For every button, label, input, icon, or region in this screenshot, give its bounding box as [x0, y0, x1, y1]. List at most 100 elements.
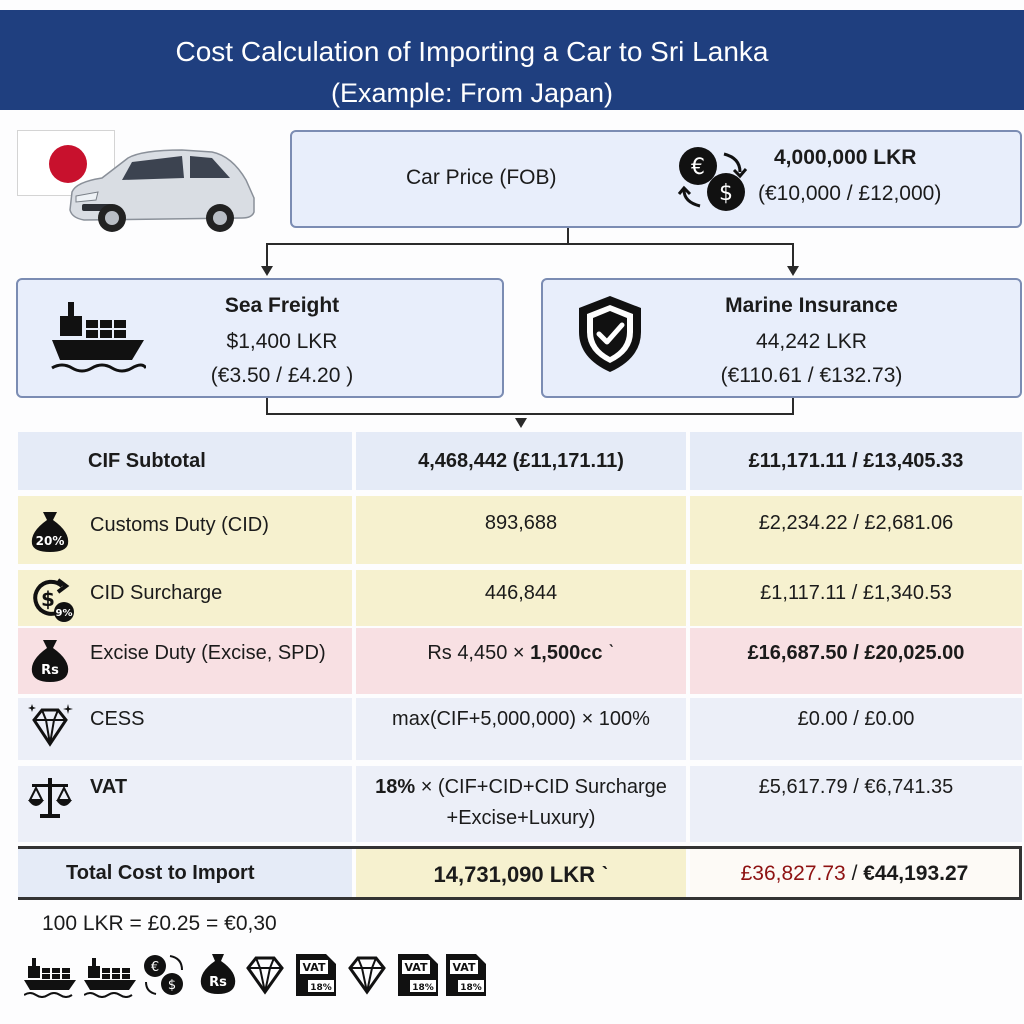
table-cell: £0.00 / £0.00 — [690, 698, 1022, 760]
row-converted: £1,117.11 / £1,340.53 — [760, 582, 952, 604]
table-cell: $ 9% CID Surcharge — [18, 570, 352, 626]
vat-document-icon: VAT 18% — [296, 954, 336, 996]
vat-rate-label: 18% — [310, 983, 332, 993]
surcharge-rate-label: 9% — [56, 608, 73, 619]
total-lkr: 14,731,090 LKR — [433, 862, 595, 887]
vat-document-icon: VAT 18% — [446, 954, 486, 996]
table-row: CESS max(CIF+5,000,000) × 100% £0.00 / £… — [18, 698, 1022, 760]
svg-text:$: $ — [41, 587, 55, 611]
arrow-down-icon — [261, 266, 273, 276]
total-converted: £36,827.73 / €44,193.27 — [690, 849, 1019, 886]
dollar-cycle-icon: $ 9% — [33, 578, 74, 622]
row-label: CESS — [90, 708, 145, 730]
rupee-bag-icon: Rs — [200, 954, 236, 994]
vat-formula-line2: +Excise+Luxury) — [446, 807, 596, 829]
rupee-label: Rs — [41, 663, 59, 678]
vat-formula-line1: × (CIF+CID+CID Surcharge — [415, 776, 667, 798]
sea-freight-box: Sea Freight $1,400 LKR (€3.50 / £4.20 ) — [16, 278, 504, 398]
euro-glyph: € — [151, 960, 159, 975]
connector-line — [567, 228, 569, 244]
vat-label: VAT — [405, 961, 428, 974]
flag-red-disc — [49, 145, 87, 183]
total-gbp: £36,827.73 — [740, 862, 846, 885]
car-price-foreign: (€10,000 / £12,000) — [758, 182, 942, 205]
page-subtitle: (Example: From Japan) — [330, 78, 614, 108]
table-cell: 893,688 — [356, 496, 686, 564]
arrow-down-icon — [515, 418, 527, 428]
row-label: VAT — [90, 776, 128, 798]
table-cell: £5,617.79 / €6,741.35 — [690, 766, 1022, 842]
table-row: $ 9% CID Surcharge 446,844 £1,117.11 / £… — [18, 570, 1022, 626]
diamond-icon — [246, 956, 284, 995]
scale-icon — [28, 778, 72, 818]
diamond-icon — [28, 704, 73, 747]
table-cell: 14,731,090 LKR ˋ — [356, 849, 686, 897]
marine-insurance-foreign: (€110.61 / €132.73) — [720, 364, 903, 387]
table-cell: CESS — [18, 698, 352, 760]
row-value-prefix: Rs 4,450 × — [427, 642, 531, 664]
row-label: CID Surcharge — [90, 582, 223, 604]
total-row: Total Cost to Import 14,731,090 LKR ˋ £3… — [18, 846, 1022, 900]
table-cell: 18% × (CIF+CID+CID Surcharge +Excise+Lux… — [356, 766, 686, 842]
car-price-label: Car Price (FOB) — [406, 166, 557, 189]
sea-freight-lkr: $1,400 LKR — [226, 330, 338, 353]
connector-line — [792, 243, 794, 267]
marine-insurance-lkr: 44,242 LKR — [756, 330, 867, 353]
table-cell: VAT — [18, 766, 352, 842]
row-value: 18% × (CIF+CID+CID Surcharge — [356, 766, 686, 799]
shield-check-icon — [579, 296, 641, 372]
row-value-suffix: ˋ — [602, 642, 615, 664]
table-cell: 446,844 — [356, 570, 686, 626]
table-row: 20% Customs Duty (CID) 893,688 £2,234.22… — [18, 496, 1022, 564]
row-value: 446,844 — [484, 582, 558, 604]
euro-glyph: € — [691, 155, 705, 180]
table-cell: 20% Customs Duty (CID) — [18, 496, 352, 564]
table-cell: £16,687.50 / £20,025.00 — [690, 628, 1022, 694]
table-cell: £11,171.11 / £13,405.33 — [690, 432, 1022, 490]
title-banner: Cost Calculation of Importing a Car to S… — [0, 10, 1024, 110]
table-cell: £36,827.73 / €44,193.27 — [690, 849, 1019, 897]
marine-insurance-title: Marine Insurance — [725, 294, 898, 317]
connector-line — [792, 398, 794, 414]
dollar-glyph: $ — [719, 181, 733, 206]
row-value: max(CIF+5,000,000) × 100% — [392, 708, 650, 730]
car-icon — [69, 149, 255, 232]
arrow-down-icon — [787, 266, 799, 276]
page-title: Cost Calculation of Importing a Car to S… — [175, 36, 769, 67]
table-cell: Rs Excise Duty (Excise, SPD) — [18, 628, 352, 694]
total-separator: / — [845, 862, 864, 885]
vat-rate: 18% — [375, 776, 416, 798]
connector-line — [266, 398, 268, 414]
sea-freight-title: Sea Freight — [224, 294, 340, 317]
sea-freight-foreign: (€3.50 / £4.20 ) — [210, 364, 354, 387]
row-converted: £2,234.22 / £2,681.06 — [758, 512, 954, 534]
table-row: CIF Subtotal 4,468,442 (£11,171.11) £11,… — [18, 432, 1022, 490]
table-cell: £1,117.11 / £1,340.53 — [690, 570, 1022, 626]
row-converted: £5,617.79 / €6,741.35 — [758, 776, 954, 798]
connector-line — [266, 243, 794, 245]
rupee-label: Rs — [209, 975, 227, 990]
row-label: CIF Subtotal — [88, 450, 206, 472]
total-label: Total Cost to Import — [66, 862, 255, 884]
row-value: 4,468,442 (£11,171.11) — [418, 450, 624, 472]
table-row: VAT 18% × (CIF+CID+CID Surcharge +Excise… — [18, 766, 1022, 842]
row-converted: £11,171.11 / £13,405.33 — [748, 450, 964, 472]
total-mark: ˋ — [601, 862, 609, 887]
vat-document-icon: VAT 18% — [398, 954, 438, 996]
diamond-icon — [348, 956, 386, 995]
money-bag-icon: 20% — [31, 512, 69, 552]
table-cell: £2,234.22 / £2,681.06 — [690, 496, 1022, 564]
engine-capacity: 1,500cc — [530, 642, 603, 664]
currency-exchange-icon: € $ — [144, 955, 183, 995]
vat-rate-label: 18% — [412, 983, 434, 993]
row-label: Excise Duty (Excise, SPD) — [90, 642, 326, 664]
connector-line — [266, 243, 268, 267]
row-value: 893,688 — [484, 512, 558, 534]
vat-label: VAT — [453, 961, 476, 974]
table-row: Rs Excise Duty (Excise, SPD) Rs 4,450 × … — [18, 628, 1022, 694]
row-converted: £0.00 / £0.00 — [797, 708, 915, 730]
table-cell: max(CIF+5,000,000) × 100% — [356, 698, 686, 760]
ship-icon — [84, 958, 136, 998]
table-cell: CIF Subtotal — [18, 432, 352, 490]
total-value: 14,731,090 LKR ˋ — [356, 849, 686, 888]
